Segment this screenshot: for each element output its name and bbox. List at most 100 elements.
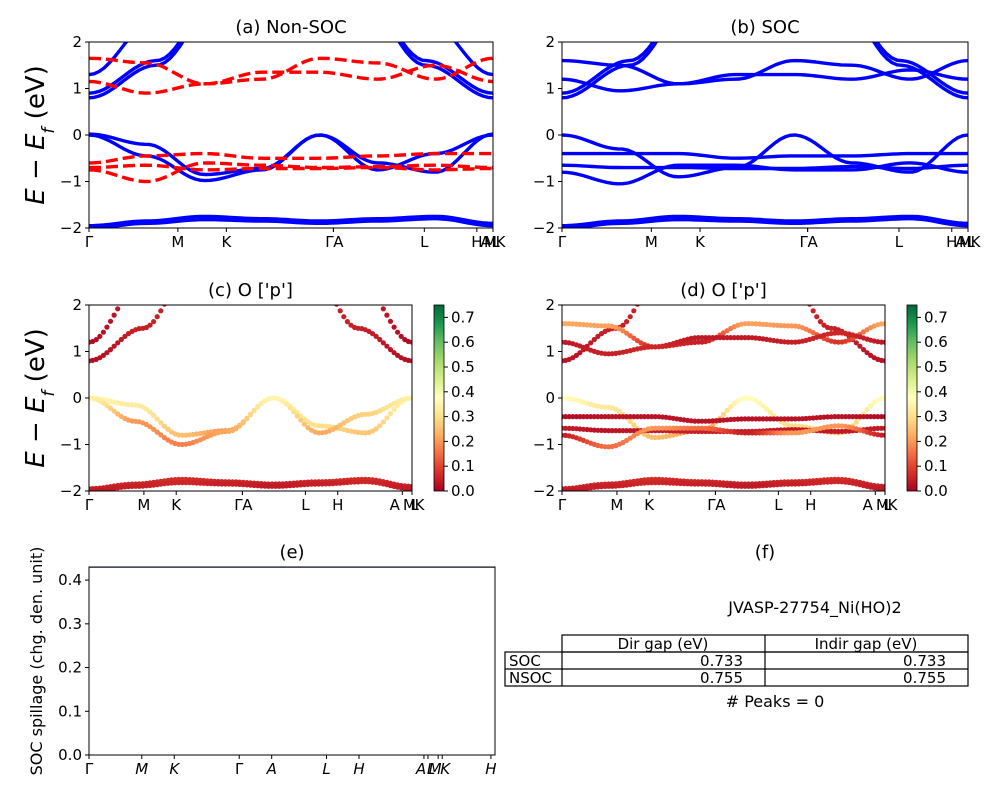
projection-point-c-1-43 <box>241 242 246 247</box>
projection-point-d-0-65 <box>793 273 798 278</box>
projection-point-d-6-28 <box>659 425 666 431</box>
panel-title-b: (b) SOC <box>730 17 799 38</box>
projection-point-c-1-5 <box>104 324 110 330</box>
projection-point-d-5-17 <box>620 428 626 434</box>
ytick-label-e-3: 0.3 <box>58 615 82 633</box>
projection-point-c-1-77 <box>363 282 368 287</box>
projection-point-c-1-10 <box>122 294 127 299</box>
projection-point-d-4-12 <box>602 414 608 420</box>
projection-point-d-4-18 <box>624 414 630 420</box>
projection-point-c-0-60 <box>302 256 307 261</box>
xtick-label-d-1: M <box>610 496 623 514</box>
ylabel-spillage: SOC spillage (chg. den. unit) <box>27 547 46 776</box>
row-soc-indir: 0.733 <box>903 652 946 670</box>
projection-point-d-0-55 <box>757 254 762 259</box>
projection-point-c-0-49 <box>262 248 267 253</box>
projection-point-d-5-15 <box>613 428 619 434</box>
xtick-label-b-10: K <box>971 233 982 251</box>
projection-point-d-0-54 <box>753 253 758 258</box>
projection-point-d-4-59 <box>771 416 777 422</box>
xtick-label-e-7: A <box>415 760 426 778</box>
projection-point-d-0-37 <box>692 252 697 257</box>
projection-point-d-0-63 <box>786 263 791 268</box>
projection-point-d-0-44 <box>717 247 722 252</box>
projection-point-d-3-85 <box>864 406 870 413</box>
projection-point-d-0-21 <box>634 305 640 307</box>
projection-point-d-0-27 <box>656 263 661 268</box>
projection-point-c-0-69 <box>334 305 340 307</box>
projection-point-c-0-37 <box>219 252 224 257</box>
projection-point-d-0-59 <box>771 256 776 261</box>
projection-point-d-5-16 <box>616 428 623 434</box>
xtick-label-b-9: L <box>966 233 975 251</box>
projection-point-d-6-30 <box>667 425 673 431</box>
projection-point-c-0-81 <box>377 336 383 343</box>
projection-point-d-6-35 <box>685 425 691 431</box>
projection-point-c-0-45 <box>248 247 253 252</box>
col-indir-gap: Indir gap (eV) <box>815 635 918 653</box>
projection-point-c-3-61 <box>305 425 311 431</box>
xtick-label-b-1: M <box>645 233 658 251</box>
ytick-label-a-2: 0 <box>72 126 82 144</box>
projection-point-c-1-34 <box>208 246 213 251</box>
projection-point-d-0-69 <box>807 305 813 307</box>
colorbar-label-c-4: 0.4 <box>451 383 475 401</box>
projection-point-d-3-90 <box>882 395 885 401</box>
projection-point-c-0-38 <box>223 251 228 256</box>
projection-point-d-8-52 <box>746 483 752 489</box>
projection-point-d-8-90 <box>882 486 885 491</box>
projection-point-c-0-70 <box>337 308 343 314</box>
xtick-label-c-5: L <box>301 496 310 514</box>
xtick-label-c-9: L <box>410 496 419 514</box>
colorbar-label-c-1: 0.1 <box>451 457 475 475</box>
projection-point-c-2-20 <box>158 420 164 426</box>
projection-point-c-1-73 <box>348 278 353 283</box>
xtick-label-e-6: H <box>353 760 364 778</box>
ytick-label-c-2: 0 <box>72 389 82 407</box>
projection-point-c-0-25 <box>176 273 181 278</box>
xtick-label-a-8: M <box>484 233 497 251</box>
panel-f-title: (f) <box>755 542 775 563</box>
ytick-label-e-0: 0.0 <box>58 746 82 764</box>
projection-point-d-0-38 <box>696 251 701 256</box>
projection-point-c-1-42 <box>237 242 242 247</box>
ylabel-top: E − Ef (eV) <box>21 65 59 205</box>
projection-point-d-4-38 <box>695 418 702 424</box>
colorbar-label-d-0: 0.0 <box>924 482 948 500</box>
projection-point-d-4-19 <box>627 414 633 420</box>
projection-point-d-4-88 <box>875 414 881 420</box>
projection-point-d-8-38 <box>695 481 702 487</box>
band-line-b-0-3 <box>562 68 968 93</box>
projection-point-c-1-63 <box>313 250 318 255</box>
projection-point-c-3-45 <box>247 412 254 418</box>
colorbar-label-c-5: 0.5 <box>451 358 475 376</box>
projection-point-d-0-84 <box>860 347 867 353</box>
xtick-label-b-2: K <box>695 233 706 251</box>
projection-point-d-0-23 <box>642 287 647 292</box>
projection-point-d-4-83 <box>857 414 863 420</box>
row-nsoc-label: NSOC <box>509 669 552 687</box>
projection-point-c-0-46 <box>252 247 257 252</box>
projection-point-c-1-2 <box>93 337 99 343</box>
projection-point-d-2-90 <box>882 339 885 345</box>
xtick-label-e-1: M <box>135 760 148 778</box>
projection-point-d-6-29 <box>663 425 669 431</box>
ytick-label-e-4: 0.4 <box>58 571 82 589</box>
plot-area-c <box>89 242 412 491</box>
projection-point-d-5-75 <box>828 428 834 434</box>
projection-point-d-6-37 <box>692 425 698 431</box>
projection-point-d-2-38 <box>695 335 702 341</box>
projection-point-d-1-12 <box>602 323 608 329</box>
projection-point-d-6-32 <box>674 425 680 431</box>
projection-point-d-6-54 <box>753 430 759 436</box>
projection-point-c-1-70 <box>338 271 343 276</box>
projection-point-d-0-28 <box>660 259 665 264</box>
band-line-a-0-1 <box>89 42 493 95</box>
projection-point-c-5-27 <box>183 480 189 486</box>
projection-point-c-0-65 <box>320 273 325 278</box>
projection-point-c-0-63 <box>313 263 318 268</box>
projection-point-c-0-80 <box>373 333 379 339</box>
xtick-label-c-7: A <box>390 496 401 514</box>
